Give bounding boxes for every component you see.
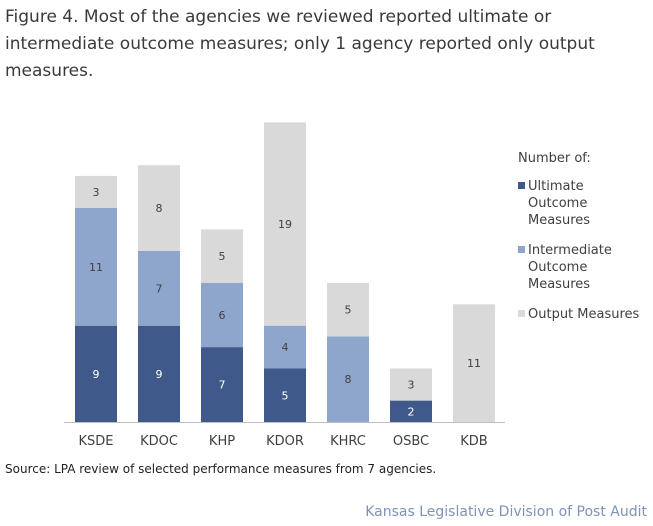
bar-segment-osbc-2 [390, 368, 432, 401]
bar-segment-osbc-0 [390, 400, 432, 422]
legend-label-1: Intermediate Outcome Measures [528, 243, 612, 292]
x-tick-label-osbc: OSBC [393, 434, 429, 449]
data-label-kdoc-0: 9 [156, 368, 163, 381]
x-tick-label-kdoc: KDOC [140, 434, 178, 449]
legend-title: Number of: [518, 151, 591, 166]
x-tick-label-kdb: KDB [460, 434, 487, 449]
data-label-kdor-2: 19 [278, 218, 292, 231]
x-tick-labels-group: KSDE KDOC KHP KDOR KHRC OSBC KDB [78, 434, 487, 449]
legend-label-0: Ultimate Outcome Measures [528, 179, 590, 228]
bar-segment-ksde-0 [75, 325, 117, 422]
data-label-kdor-0: 5 [282, 389, 289, 402]
data-label-osbc-2: 3 [408, 379, 415, 392]
bar-segment-kdor-1 [264, 325, 306, 369]
legend-label-2: Output Measures [528, 307, 640, 322]
x-tick-label-ksde: KSDE [78, 434, 113, 449]
figure-title: Figure 4. Most of the agencies we review… [5, 7, 595, 81]
data-label-khp-2: 5 [219, 250, 226, 263]
legend-swatch-2 [518, 310, 525, 317]
data-label-kdoc-2: 8 [156, 202, 163, 215]
bar-segment-kdoc-1 [138, 250, 180, 326]
data-label-khrc-1: 8 [345, 373, 352, 386]
bar-segment-ksde-2 [75, 175, 117, 208]
x-tick-label-khrc: KHRC [330, 434, 366, 449]
footer-attribution: Kansas Legislative Division of Post Audi… [365, 504, 647, 520]
x-tick-label-khp: KHP [209, 434, 235, 449]
data-label-khp-1: 6 [219, 309, 226, 322]
bar-segment-kdoc-0 [138, 325, 180, 422]
legend-swatch-1 [518, 246, 525, 253]
data-label-khrc-2: 5 [345, 304, 352, 317]
bar-segment-kdor-0 [264, 368, 306, 422]
bar-segment-khp-2 [201, 229, 243, 283]
legend: Number of: Ultimate Outcome Measures Interme… [518, 151, 640, 322]
bar-segment-kdb-2 [453, 304, 495, 422]
bar-segment-ksde-1 [75, 208, 117, 326]
bar-segment-kdor-2 [264, 122, 306, 326]
data-label-kdb-2: 11 [467, 357, 481, 370]
data-label-ksde-1: 11 [89, 261, 103, 274]
data-label-khp-0: 7 [219, 379, 226, 392]
bar-segment-kdoc-2 [138, 165, 180, 251]
data-label-ksde-0: 9 [93, 368, 100, 381]
x-tick-label-kdor: KDOR [266, 434, 304, 449]
bar-segment-khrc-2 [327, 282, 369, 337]
stacked-bar-chart: 9 11 3 9 7 8 7 6 5 5 4 19 8 5 2 3 11 KSDE KDOC KHP KDOR KHRC… [64, 122, 640, 449]
legend-swatch-0 [518, 182, 525, 189]
data-label-osbc-0: 2 [408, 405, 415, 418]
bar-segment-khp-0 [201, 347, 243, 422]
bar-segment-khrc-1 [327, 336, 369, 422]
data-label-kdor-1: 4 [282, 341, 289, 354]
data-label-ksde-2: 3 [93, 186, 100, 199]
segment-labels-group: 9 11 3 9 7 8 7 6 5 5 4 19 8 5 2 3 11 [89, 186, 481, 418]
data-label-kdoc-1: 7 [156, 282, 163, 295]
source-note: Source: LPA review of selected performan… [5, 462, 437, 476]
bars-group [75, 122, 495, 422]
bar-segment-khp-1 [201, 282, 243, 348]
